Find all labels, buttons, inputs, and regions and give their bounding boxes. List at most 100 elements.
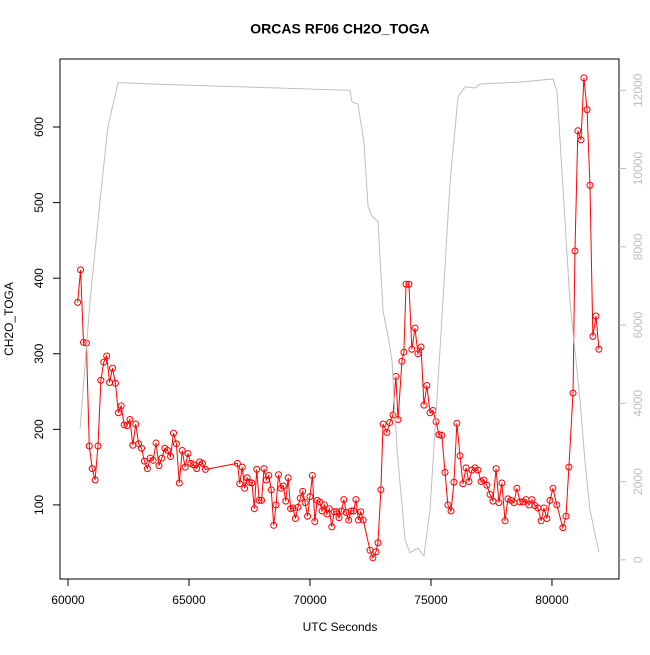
data-point bbox=[465, 478, 473, 485]
data-point bbox=[571, 247, 579, 255]
data-point bbox=[337, 507, 345, 515]
x-tick-label: 80000 bbox=[535, 593, 569, 607]
data-point bbox=[414, 350, 422, 358]
data-point bbox=[94, 442, 102, 450]
data-point bbox=[435, 431, 443, 439]
data-point bbox=[379, 420, 387, 428]
data-point bbox=[296, 494, 304, 502]
data-point bbox=[462, 464, 470, 472]
data-point bbox=[111, 379, 119, 387]
data-point bbox=[592, 312, 600, 320]
data-point bbox=[201, 465, 209, 473]
data-point bbox=[277, 484, 285, 492]
data-point bbox=[543, 515, 551, 523]
data-point bbox=[453, 419, 461, 427]
data-point bbox=[423, 382, 431, 390]
y-tick-label: 400 bbox=[32, 268, 46, 288]
data-point bbox=[140, 457, 148, 465]
y2-tick-label: 6000 bbox=[631, 311, 645, 338]
data-point bbox=[549, 484, 557, 492]
data-point bbox=[377, 486, 385, 494]
data-point bbox=[347, 507, 355, 515]
data-point bbox=[74, 298, 82, 306]
data-point bbox=[138, 444, 146, 452]
data-point bbox=[580, 74, 588, 82]
data-point bbox=[169, 429, 177, 437]
y-tick-label: 200 bbox=[32, 419, 46, 439]
data-point bbox=[374, 539, 382, 547]
data-point bbox=[345, 516, 353, 524]
data-point bbox=[100, 358, 108, 366]
data-point bbox=[438, 431, 446, 439]
data-point bbox=[325, 505, 333, 513]
data-point bbox=[540, 504, 548, 512]
plot-box bbox=[59, 58, 620, 580]
data-point bbox=[483, 481, 491, 489]
data-point bbox=[359, 516, 367, 524]
data-point bbox=[474, 466, 482, 474]
data-point bbox=[152, 439, 160, 447]
y-tick-label: 600 bbox=[32, 117, 46, 137]
data-point bbox=[97, 376, 105, 384]
data-point bbox=[250, 505, 258, 513]
data-point bbox=[333, 508, 341, 516]
data-point bbox=[77, 266, 85, 274]
y-tick-label: 100 bbox=[32, 495, 46, 515]
data-point bbox=[537, 517, 545, 525]
data-point bbox=[241, 484, 249, 492]
data-point bbox=[335, 514, 343, 522]
data-point bbox=[132, 420, 140, 428]
data-point bbox=[260, 465, 268, 473]
data-point bbox=[158, 454, 166, 462]
data-point bbox=[248, 479, 256, 487]
data-point bbox=[289, 504, 297, 512]
data-point bbox=[178, 447, 186, 455]
y-tick-label: 300 bbox=[32, 343, 46, 363]
data-point bbox=[175, 479, 183, 487]
data-point bbox=[459, 480, 467, 488]
data-point bbox=[155, 462, 163, 470]
data-point bbox=[123, 422, 131, 430]
data-point bbox=[265, 471, 273, 479]
data-point bbox=[589, 332, 597, 340]
data-point bbox=[417, 343, 425, 351]
x-axis-title: UTC Seconds bbox=[303, 620, 378, 634]
data-point bbox=[103, 352, 111, 360]
data-point bbox=[400, 348, 408, 356]
data-point bbox=[447, 507, 455, 515]
data-point bbox=[569, 389, 577, 397]
y2-tick-label: 0 bbox=[631, 556, 645, 563]
data-point bbox=[444, 501, 452, 509]
data-point bbox=[164, 447, 172, 455]
data-point bbox=[389, 411, 397, 419]
data-point bbox=[495, 499, 503, 507]
data-point bbox=[402, 280, 410, 288]
data-point bbox=[270, 521, 278, 529]
y-axis-title: CH2O_TOGA bbox=[2, 282, 16, 356]
data-point bbox=[486, 490, 494, 498]
data-point bbox=[279, 482, 287, 490]
data-point bbox=[595, 345, 603, 353]
data-point bbox=[411, 324, 419, 332]
y2-tick-label: 4000 bbox=[631, 390, 645, 417]
data-point bbox=[91, 476, 99, 484]
data-point bbox=[357, 508, 365, 516]
data-point bbox=[294, 503, 302, 511]
y2-tick-label: 10000 bbox=[631, 152, 645, 186]
data-point bbox=[193, 465, 201, 473]
data-point bbox=[301, 499, 309, 507]
data-point bbox=[456, 452, 464, 460]
data-point bbox=[291, 515, 299, 523]
data-point bbox=[492, 465, 500, 473]
x-tick-label: 60000 bbox=[51, 593, 85, 607]
y2-tick-label: 2000 bbox=[631, 468, 645, 495]
data-point bbox=[354, 516, 362, 524]
data-point bbox=[516, 498, 524, 506]
data-point bbox=[88, 465, 96, 473]
data-point bbox=[306, 493, 314, 501]
data-point bbox=[562, 512, 570, 520]
data-point bbox=[143, 465, 151, 473]
data-point bbox=[369, 554, 377, 562]
